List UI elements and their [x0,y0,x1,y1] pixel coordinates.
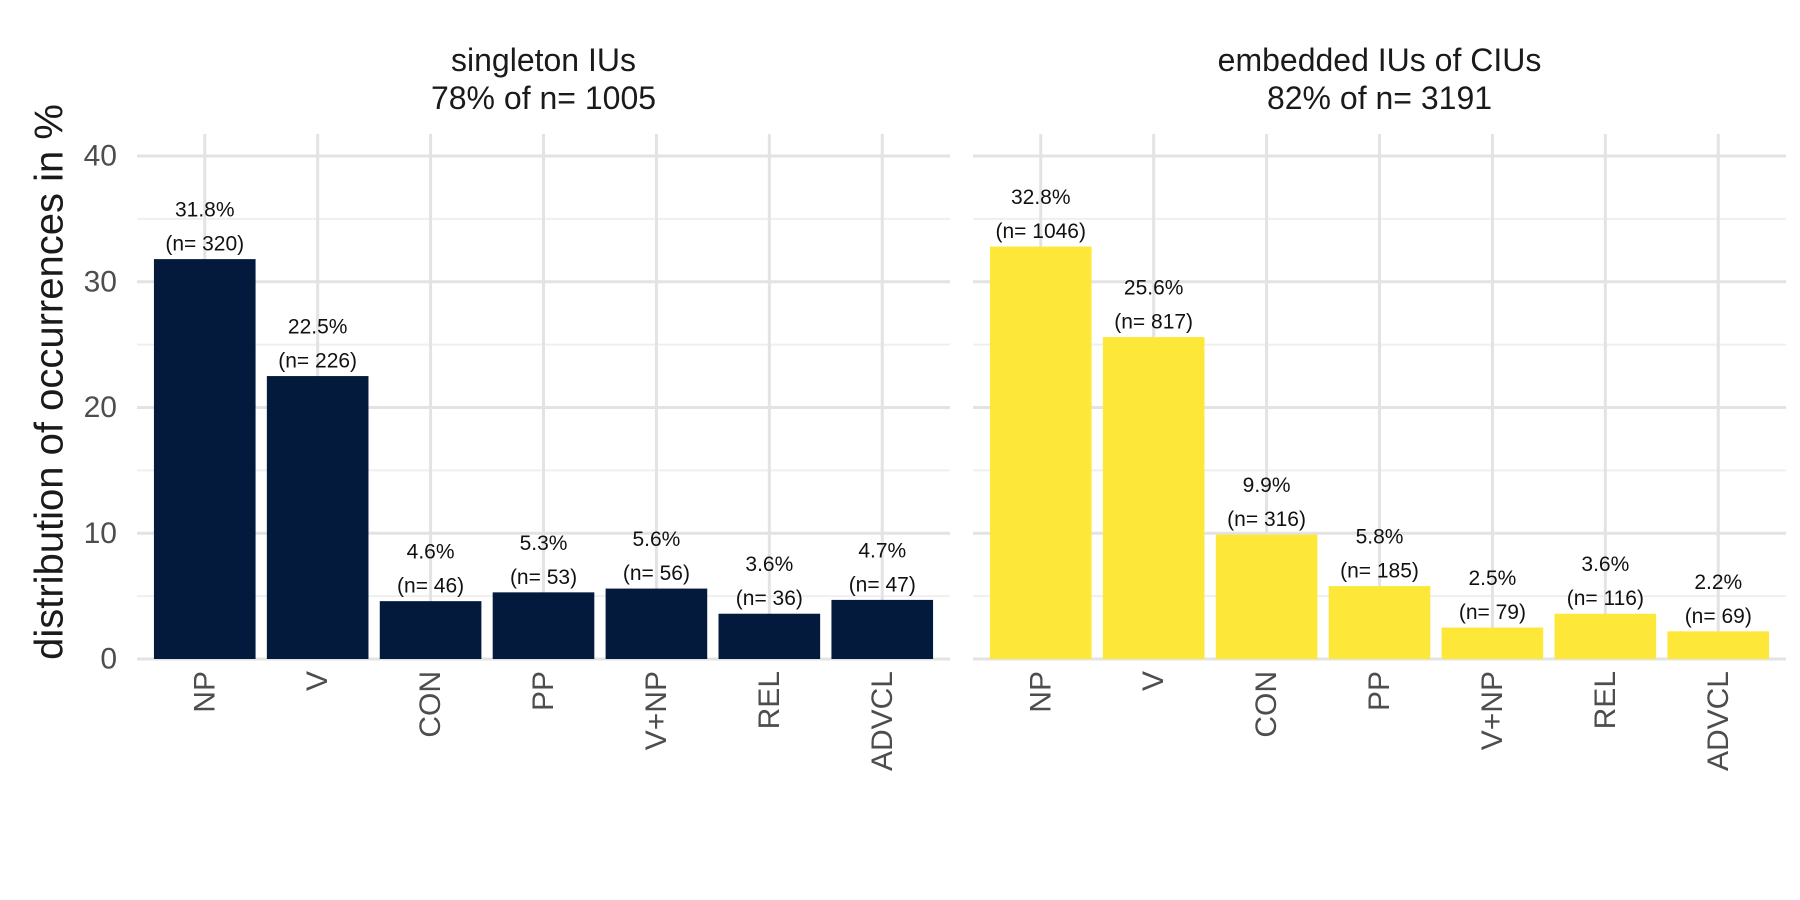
x-tick-label: PP [1363,671,1396,711]
bar [1328,586,1431,659]
bar-layer [153,246,1770,660]
data-label-percent: 5.3% [520,532,568,555]
y-tick-label: 10 [84,517,117,550]
data-label-count: (n= 79) [1459,601,1526,624]
data-label-percent: 3.6% [745,553,793,576]
data-label-count: (n= 116) [1567,587,1644,610]
y-tick-label: 30 [84,265,117,298]
label-layer: 31.8% (n= 320) 22.5% (n= 226) 4.6% (n= 46) 5.3… [165,186,1751,628]
bar [605,588,708,659]
data-label-count: (n= 46) [397,575,464,598]
x-tick-label: V [301,671,334,691]
x-tick-label: NP [188,671,221,713]
x-tick-label: V+NP [640,671,673,750]
data-label-count: (n= 56) [623,562,690,585]
panel-title: singleton IUs [451,42,636,78]
data-label-count: (n= 53) [510,566,577,589]
x-tick-label: NP [1024,671,1057,713]
x-tick-label: V+NP [1476,671,1509,750]
data-label-count: (n= 1046) [996,220,1086,243]
x-tick-label: PP [527,671,560,711]
x-tick-label: ADVCL [1702,671,1735,771]
bar [831,599,934,659]
x-tick-label: CON [1250,671,1283,738]
y-axis-label: distribution of occurrences in % [28,104,72,660]
data-label-count: (n= 47) [849,573,916,596]
data-label-percent: 2.2% [1694,571,1742,594]
bar [379,601,482,659]
data-label-percent: 2.5% [1468,567,1516,590]
x-tick-label: REL [1589,671,1622,729]
bar [718,613,821,659]
data-label-count: (n= 69) [1685,605,1752,628]
bar [266,376,369,659]
data-label-percent: 4.6% [407,541,455,564]
data-label-percent: 3.6% [1581,553,1629,576]
y-tick-label: 0 [100,643,117,676]
data-label-percent: 5.6% [632,528,680,551]
data-label-count: (n= 226) [278,350,357,373]
data-label-count: (n= 185) [1340,560,1419,583]
panel-subtitle: 78% of n= 1005 [431,80,656,116]
panel-subtitle: 82% of n= 3191 [1267,80,1492,116]
data-label-percent: 32.8% [1011,186,1071,209]
x-tick-label: ADVCL [866,671,899,771]
data-label-count: (n= 36) [736,587,803,610]
data-label-percent: 5.8% [1356,526,1404,549]
grid-layer [137,134,1786,661]
bar [1667,631,1770,659]
y-tick-label: 20 [84,391,117,424]
bar [153,259,256,659]
bar [1215,534,1318,659]
bar [492,592,595,659]
x-tick-label: V [1137,671,1170,691]
data-label-percent: 25.6% [1124,277,1184,300]
data-label-percent: 4.7% [858,539,906,562]
data-label-percent: 22.5% [288,316,348,339]
bar [1441,627,1544,659]
bar [989,246,1092,660]
data-label-percent: 31.8% [175,199,235,222]
panel-title: embedded IUs of CIUs [1218,42,1542,78]
x-tick-label: CON [414,671,447,738]
data-label-count: (n= 817) [1114,311,1193,334]
x-tick-label: REL [753,671,786,729]
data-label-count: (n= 320) [165,233,244,256]
bar [1554,613,1657,659]
data-label-count: (n= 316) [1227,508,1306,531]
bar [1102,337,1205,659]
y-tick-label: 40 [84,140,117,173]
data-label-percent: 9.9% [1243,474,1291,497]
